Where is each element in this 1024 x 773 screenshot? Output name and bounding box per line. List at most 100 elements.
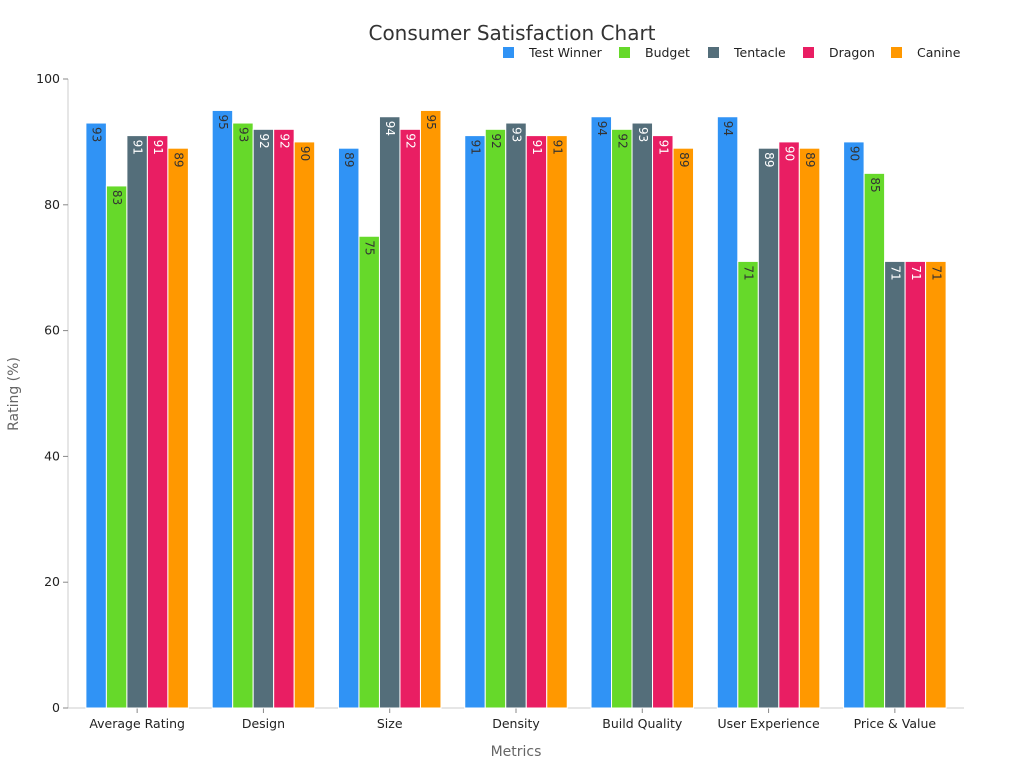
- bar-value-label: 90: [298, 146, 312, 161]
- bar-value-label: 85: [868, 177, 882, 192]
- x-tick-label: User Experience: [717, 716, 819, 731]
- bar-value-label: 92: [489, 133, 503, 148]
- bar: [525, 135, 548, 709]
- y-tick-label: 40: [44, 448, 60, 463]
- x-tick-label: Design: [242, 716, 285, 731]
- bar-value-label: 71: [742, 265, 756, 280]
- bar-value-label: 75: [363, 240, 377, 255]
- bar-value-label: 90: [847, 146, 861, 161]
- bars: [85, 109, 947, 709]
- bar: [252, 128, 275, 709]
- bar: [716, 116, 739, 709]
- x-tick-label: Size: [377, 716, 403, 731]
- bar: [232, 122, 254, 709]
- bar-value-label: 91: [131, 140, 145, 155]
- legend-swatch: [803, 47, 814, 58]
- y-tick-label: 100: [36, 71, 60, 86]
- legend-label: Test Winner: [528, 45, 603, 60]
- bar-value-label: 93: [510, 127, 524, 142]
- axes: 0 20 40 60 80 100 Average Rating Design Size Dens…: [36, 71, 964, 731]
- bar: [863, 172, 886, 709]
- bar-value-label: 83: [110, 190, 124, 205]
- y-tick-label: 60: [44, 323, 60, 338]
- legend-label: Canine: [917, 45, 961, 60]
- bar: [843, 141, 865, 709]
- bar-value-label: 71: [909, 265, 923, 280]
- bar-value-label: 91: [656, 140, 670, 155]
- x-tick-label: Price & Value: [854, 716, 937, 731]
- bar-value-label: 92: [404, 133, 418, 148]
- x-tick-label: Density: [492, 716, 540, 731]
- bar-value-label: 71: [888, 265, 902, 280]
- bar: [546, 135, 568, 709]
- bar: [925, 260, 947, 709]
- x-tick-label: Build Quality: [602, 716, 683, 731]
- bar-value-label: 93: [236, 127, 250, 142]
- bar: [358, 235, 380, 709]
- bar-value-label: 92: [615, 133, 629, 148]
- bar-value-label: 90: [783, 146, 797, 161]
- bar-value-label: 93: [90, 127, 104, 142]
- x-tick-label: Average Rating: [89, 716, 185, 731]
- bar: [798, 147, 821, 709]
- bar-value-label: 91: [151, 140, 165, 155]
- chart-title: Consumer Satisfaction Chart: [368, 21, 655, 45]
- bar-value-label: 91: [530, 140, 544, 155]
- bar-labels: 93 83 91 91 89 95 93 92 92 90 89 75 94 92 95 91 92 93 91 91…: [90, 114, 944, 280]
- bar: [85, 122, 107, 709]
- bar: [126, 135, 148, 709]
- legend-swatch: [503, 47, 514, 58]
- bar-value-label: 89: [762, 152, 776, 167]
- bar: [652, 135, 674, 709]
- bar-value-label: 95: [216, 114, 230, 129]
- bar: [757, 147, 780, 709]
- y-tick-label: 80: [44, 197, 60, 212]
- bar-value-label: 89: [342, 152, 356, 167]
- bar: [737, 260, 759, 709]
- legend-label: Dragon: [829, 45, 875, 60]
- bar: [484, 128, 507, 709]
- bar: [505, 122, 527, 709]
- y-tick-label: 20: [44, 574, 60, 589]
- bar: [105, 185, 128, 709]
- bar: [293, 141, 316, 709]
- bar-value-label: 91: [469, 140, 483, 155]
- legend-label: Tentacle: [733, 45, 786, 60]
- bar: [399, 128, 421, 709]
- bar: [419, 109, 442, 709]
- bar-value-label: 89: [803, 152, 817, 167]
- legend-swatch: [708, 47, 719, 58]
- bar: [778, 141, 800, 709]
- y-tick-label: 0: [52, 700, 60, 715]
- bar: [590, 116, 613, 709]
- bar-value-label: 92: [257, 133, 271, 148]
- bar-value-label: 92: [277, 133, 291, 148]
- bar-value-label: 93: [636, 127, 650, 142]
- bar: [611, 128, 633, 709]
- bar-value-label: 94: [383, 121, 397, 136]
- bar: [631, 122, 654, 709]
- bar-value-label: 95: [424, 114, 438, 129]
- bar: [337, 147, 360, 709]
- bar: [884, 260, 906, 709]
- bar-value-label: 94: [721, 121, 735, 136]
- bar: [378, 116, 401, 709]
- bar: [146, 135, 169, 709]
- bar-value-label: 89: [677, 152, 691, 167]
- bar: [672, 147, 695, 709]
- legend-swatch: [619, 47, 630, 58]
- bar: [273, 128, 295, 709]
- legend: Test Winner Budget Tentacle Dragon Canine: [503, 45, 961, 60]
- x-axis-title: Metrics: [491, 744, 542, 760]
- y-axis-title: Rating (%): [6, 357, 22, 431]
- bar: [167, 147, 189, 709]
- legend-swatch: [891, 47, 902, 58]
- bar: [904, 260, 927, 709]
- bar-value-label: 71: [929, 265, 943, 280]
- bar: [464, 135, 486, 709]
- bar-value-label: 89: [172, 152, 186, 167]
- bar-value-label: 91: [551, 140, 565, 155]
- legend-label: Budget: [645, 45, 690, 60]
